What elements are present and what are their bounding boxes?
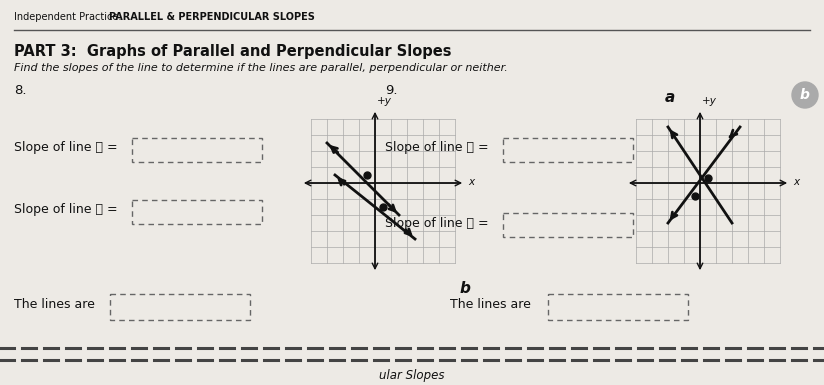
Text: Slope of line ⓐ =: Slope of line ⓐ = bbox=[385, 142, 489, 154]
Text: Find the slopes of the line to determine if the lines are parallel, perpendicula: Find the slopes of the line to determine… bbox=[14, 63, 508, 73]
Text: The lines are: The lines are bbox=[450, 298, 531, 311]
Text: ular Slopes: ular Slopes bbox=[379, 368, 445, 382]
Text: Slope of line ⓑ =: Slope of line ⓑ = bbox=[385, 216, 489, 229]
Text: b: b bbox=[460, 281, 471, 296]
Text: x: x bbox=[468, 177, 474, 187]
Text: Slope of line ⓑ =: Slope of line ⓑ = bbox=[14, 204, 118, 216]
Text: Independent Practice:: Independent Practice: bbox=[14, 12, 124, 22]
Text: PARALLEL & PERPENDICULAR SLOPES: PARALLEL & PERPENDICULAR SLOPES bbox=[109, 12, 315, 22]
Text: +y: +y bbox=[377, 96, 392, 106]
Text: +y: +y bbox=[702, 96, 717, 106]
Text: Slope of line ⓐ =: Slope of line ⓐ = bbox=[14, 142, 118, 154]
Text: x: x bbox=[793, 177, 799, 187]
Text: 9.: 9. bbox=[385, 84, 397, 97]
Text: 8.: 8. bbox=[14, 84, 26, 97]
Text: a: a bbox=[665, 90, 675, 105]
Circle shape bbox=[792, 82, 818, 108]
Text: The lines are: The lines are bbox=[14, 298, 95, 311]
Text: PART 3:  Graphs of Parallel and Perpendicular Slopes: PART 3: Graphs of Parallel and Perpendic… bbox=[14, 44, 452, 59]
Text: b: b bbox=[800, 88, 810, 102]
